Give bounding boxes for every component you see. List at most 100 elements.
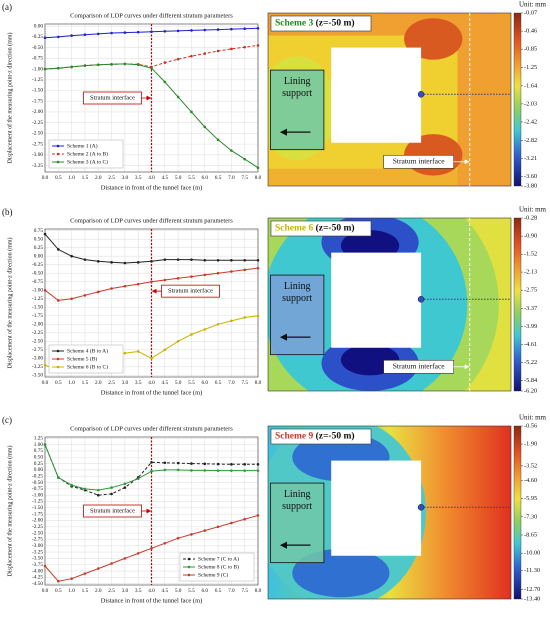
y-tick-label: -2.50 bbox=[32, 338, 43, 344]
legend-label: Scheme 3 (A to C) bbox=[67, 158, 108, 165]
colorbar-label: -0.85 bbox=[524, 46, 537, 53]
colorbar-label: -7.30 bbox=[524, 513, 537, 520]
scheme-box bbox=[270, 220, 372, 237]
data-point bbox=[136, 261, 140, 264]
y-tick-label: -4.25 bbox=[32, 575, 43, 581]
interface-label: Stratum interface bbox=[393, 361, 446, 370]
colorbar-label: -0.90 bbox=[524, 233, 537, 240]
data-point bbox=[83, 572, 87, 575]
zone bbox=[268, 168, 511, 186]
data-point bbox=[136, 552, 140, 555]
contour-map: Scheme 6 (z=-50 m) Lining support Stratum … bbox=[267, 217, 512, 392]
x-tick-label: 4.0 bbox=[148, 588, 155, 594]
y-tick-label: 0.75 bbox=[34, 228, 44, 234]
data-point bbox=[203, 529, 207, 532]
data-point bbox=[70, 34, 73, 37]
chart-title: Comparison of LDP curves under different… bbox=[70, 425, 233, 432]
colorbar-label: -2.42 bbox=[524, 118, 537, 125]
data-point bbox=[70, 483, 73, 487]
x-tick-label: 7.5 bbox=[241, 588, 248, 594]
colorbar-label: -11.30 bbox=[524, 567, 540, 574]
data-point bbox=[163, 278, 167, 282]
y-tick-label: -0.50 bbox=[32, 45, 43, 51]
data-point bbox=[243, 517, 246, 521]
y-tick-label: -0.50 bbox=[32, 270, 43, 276]
colorbar-label: -4.60 bbox=[524, 477, 537, 484]
data-point bbox=[256, 314, 260, 318]
x-tick-label: 3.0 bbox=[122, 380, 129, 386]
scheme-depth: (z=-50 m) bbox=[316, 18, 355, 29]
colorbar-label: -12.70 bbox=[524, 586, 540, 593]
x-tick-label: 6.5 bbox=[215, 175, 222, 181]
data-point bbox=[136, 477, 140, 481]
data-point bbox=[176, 468, 180, 472]
data-point bbox=[203, 328, 207, 331]
data-point bbox=[176, 29, 180, 33]
y-tick-label: -2.50 bbox=[32, 530, 43, 536]
data-point bbox=[216, 462, 220, 466]
data-point bbox=[176, 461, 180, 465]
data-point bbox=[43, 443, 47, 446]
scheme-title: Scheme 6 (z=-50 m) bbox=[275, 223, 355, 234]
data-point bbox=[256, 44, 260, 47]
y-tick-label: -1.50 bbox=[32, 505, 43, 511]
x-tick-label: 3.0 bbox=[122, 588, 129, 594]
y-tick-label: -1.50 bbox=[32, 304, 43, 310]
data-point bbox=[70, 254, 73, 258]
y-tick-label: -3.25 bbox=[32, 364, 43, 370]
y-tick-label: -1.00 bbox=[32, 492, 43, 498]
x-tick-label: 7.5 bbox=[241, 380, 248, 386]
data-point bbox=[110, 31, 113, 35]
series-line bbox=[44, 444, 258, 496]
x-tick-label: 7.0 bbox=[228, 380, 235, 386]
y-tick-label: 0.25 bbox=[34, 461, 44, 467]
data-point bbox=[230, 47, 233, 51]
data-point bbox=[96, 567, 100, 570]
data-point bbox=[96, 290, 100, 294]
legend-box bbox=[48, 344, 124, 374]
data-point bbox=[216, 28, 220, 31]
x-tick-label: 6.0 bbox=[201, 175, 208, 181]
scheme-name: Scheme 3 bbox=[275, 19, 314, 29]
x-tick-label: 1.5 bbox=[82, 588, 89, 594]
contour-map: Scheme 9 (z=-50 m) Lining support bbox=[267, 425, 512, 600]
data-point bbox=[203, 125, 207, 129]
x-tick-label: 7.5 bbox=[241, 175, 248, 181]
scheme-depth: (z=-50 m) bbox=[316, 431, 355, 442]
x-tick-label: 5.5 bbox=[188, 588, 195, 594]
colorbar-label: -0.28 bbox=[524, 214, 537, 221]
legend-marker bbox=[56, 365, 60, 369]
y-tick-label: -3.25 bbox=[32, 163, 43, 169]
y-tick-label: -0.75 bbox=[32, 486, 43, 492]
x-tick-label: 3.0 bbox=[122, 175, 129, 181]
y-tick-label: -2.00 bbox=[32, 109, 43, 115]
x-tick-label: 6.5 bbox=[215, 380, 222, 386]
data-point bbox=[243, 27, 246, 31]
x-tick-label: 5.0 bbox=[175, 588, 182, 594]
data-point bbox=[43, 288, 47, 292]
tunnel bbox=[331, 460, 422, 556]
x-tick-label: 2.5 bbox=[108, 175, 115, 181]
y-tick-label: -3.00 bbox=[32, 543, 43, 549]
legend-label: Scheme 5 (B) bbox=[67, 355, 97, 362]
y-tick-label: -1.25 bbox=[32, 499, 43, 505]
data-point bbox=[190, 462, 193, 465]
data-point bbox=[96, 63, 100, 67]
y-tick-label: -2.25 bbox=[32, 120, 43, 126]
x-tick-label: 3.5 bbox=[135, 380, 142, 386]
x-tick-label: 5.5 bbox=[188, 175, 195, 181]
interface-label: Stratum interface bbox=[393, 156, 446, 165]
y-tick-label: -4.00 bbox=[32, 568, 43, 574]
colorbar-label: -5.95 bbox=[524, 495, 537, 502]
colorbar-label: -10.00 bbox=[524, 550, 540, 557]
y-tick-label: -3.50 bbox=[32, 556, 43, 562]
data-point bbox=[110, 492, 113, 496]
y-axis-label: Displacement of the measuring point-z di… bbox=[6, 33, 13, 164]
data-point bbox=[243, 268, 246, 272]
y-tick-label: 0.00 bbox=[34, 467, 44, 473]
legend-label: Scheme 2 (A to B) bbox=[67, 150, 108, 157]
legend-marker bbox=[187, 565, 191, 569]
y-tick-label: 1.25 bbox=[34, 435, 44, 441]
x-tick-label: 6.0 bbox=[201, 380, 208, 386]
data-point bbox=[83, 64, 87, 67]
